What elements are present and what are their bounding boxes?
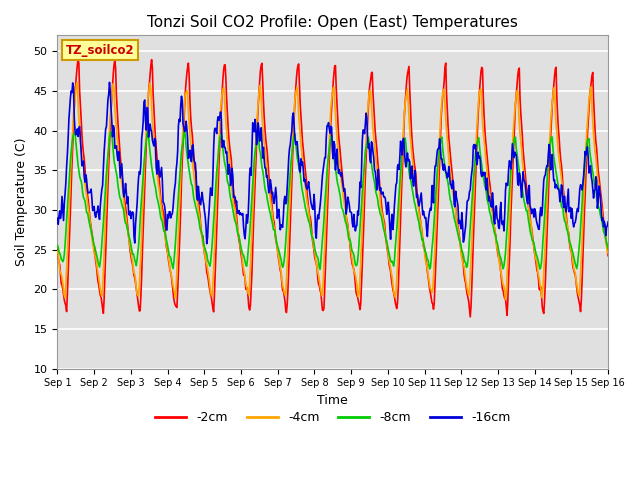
Y-axis label: Soil Temperature (C): Soil Temperature (C) bbox=[15, 138, 28, 266]
Text: TZ_soilco2: TZ_soilco2 bbox=[66, 44, 134, 57]
Legend: -2cm, -4cm, -8cm, -16cm: -2cm, -4cm, -8cm, -16cm bbox=[150, 406, 515, 429]
X-axis label: Time: Time bbox=[317, 394, 348, 407]
Title: Tonzi Soil CO2 Profile: Open (East) Temperatures: Tonzi Soil CO2 Profile: Open (East) Temp… bbox=[147, 15, 518, 30]
